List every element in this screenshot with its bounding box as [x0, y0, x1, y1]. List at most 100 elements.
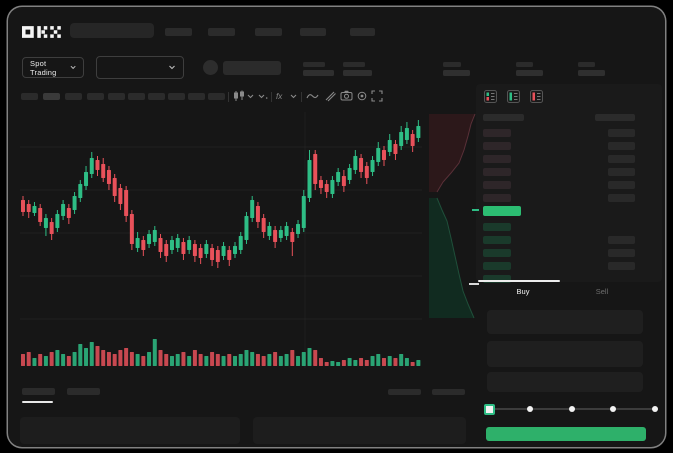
- ask-price-skeleton: [483, 168, 511, 176]
- expand-icon: [371, 90, 383, 102]
- bid-amount-skeleton: [608, 236, 635, 244]
- book-asks-icon: [530, 90, 543, 103]
- wave-line-icon: [306, 94, 319, 99]
- nav-item[interactable]: [350, 28, 375, 36]
- slider-handle[interactable]: [484, 404, 495, 415]
- toolbar-divider: [271, 92, 272, 102]
- interval-button[interactable]: [168, 93, 185, 100]
- table-action[interactable]: [432, 389, 465, 395]
- pair-dropdown[interactable]: [96, 56, 184, 79]
- chevron-down-icon: [169, 65, 175, 70]
- chevron-down-icon: [290, 94, 297, 99]
- logo[interactable]: [22, 25, 62, 43]
- nav-item[interactable]: [255, 28, 282, 36]
- order-book-bid-row[interactable]: [478, 222, 660, 233]
- total-input[interactable]: [487, 372, 643, 392]
- fullscreen-button[interactable]: [371, 90, 383, 102]
- table-action[interactable]: [388, 389, 421, 395]
- ask-amount-skeleton: [608, 155, 635, 163]
- okx-logo-icon: [22, 26, 61, 38]
- orders-table-skeleton: [253, 417, 466, 444]
- chart-type-button[interactable]: [233, 90, 246, 102]
- ask-price-skeleton: [483, 194, 511, 202]
- search-input[interactable]: [70, 23, 154, 38]
- order-book-ask-row[interactable]: [478, 141, 660, 152]
- interval-button[interactable]: [21, 93, 38, 100]
- interval-button[interactable]: [208, 93, 225, 100]
- book-bids-icon: [507, 90, 520, 103]
- order-book-ask-row[interactable]: [478, 193, 660, 204]
- chart-type-chevron[interactable]: [247, 94, 254, 99]
- interval-button[interactable]: [148, 93, 165, 100]
- book-view-asks-button[interactable]: [530, 90, 543, 103]
- ask-price-skeleton: [483, 142, 511, 150]
- order-book-bid-row[interactable]: [478, 235, 660, 246]
- slider-stop[interactable]: [568, 406, 575, 412]
- nav-item[interactable]: [208, 28, 235, 36]
- camera-icon: [340, 90, 353, 101]
- last-price-bar[interactable]: [483, 206, 521, 216]
- bid-price-skeleton: [483, 249, 511, 257]
- interval-button[interactable]: [65, 93, 82, 100]
- bid-amount-skeleton: [608, 249, 635, 257]
- orders-tab[interactable]: [67, 388, 100, 395]
- tab-buy[interactable]: Buy: [516, 287, 530, 296]
- ask-amount-skeleton: [608, 168, 635, 176]
- book-view-bids-button[interactable]: [507, 90, 520, 103]
- interval-button-active[interactable]: [43, 93, 60, 100]
- orders-tab-active[interactable]: [22, 388, 55, 395]
- slider-stop[interactable]: [526, 406, 533, 412]
- chevron-down-icon: [258, 94, 268, 99]
- nav-item[interactable]: [165, 28, 192, 36]
- ask-price-skeleton: [483, 129, 511, 137]
- pair-title-skeleton: [223, 61, 281, 75]
- toolbar-divider: [301, 92, 302, 102]
- order-book-ask-row[interactable]: [478, 180, 660, 191]
- screenshot-button[interactable]: [340, 90, 353, 101]
- interval-button[interactable]: [128, 93, 145, 100]
- interval-button[interactable]: [188, 93, 205, 100]
- depth-chart[interactable]: [425, 110, 478, 332]
- orders-table-skeleton: [20, 417, 240, 444]
- depth-last-price-tick: [472, 209, 479, 211]
- order-book-ask-row[interactable]: [478, 128, 660, 139]
- candlestick-icon: [234, 90, 244, 101]
- bid-price-skeleton: [483, 223, 511, 231]
- trade-mode-dropdown[interactable]: Spot Trading: [22, 57, 84, 78]
- coin-avatar: [203, 60, 218, 75]
- order-book-ask-row[interactable]: [478, 154, 660, 165]
- amount-input[interactable]: [487, 341, 643, 367]
- nav-item[interactable]: [300, 28, 326, 36]
- interval-button[interactable]: [108, 93, 125, 100]
- order-book-bid-row[interactable]: [478, 248, 660, 259]
- price-chart[interactable]: [20, 110, 422, 332]
- overlay-dropdown[interactable]: [258, 94, 268, 99]
- volume-chart[interactable]: [20, 338, 422, 368]
- depth-marker-tick: [469, 283, 479, 285]
- book-view-combined-button[interactable]: [484, 90, 497, 103]
- indicators-button[interactable]: fx: [275, 90, 288, 102]
- price-input[interactable]: [487, 310, 643, 334]
- bid-amount-skeleton: [608, 262, 635, 270]
- chart-settings-button[interactable]: [356, 90, 368, 102]
- buy-button[interactable]: [486, 427, 646, 441]
- active-tab-underline: [22, 401, 53, 403]
- book-combined-icon: [484, 90, 497, 103]
- slider-stop[interactable]: [610, 406, 617, 412]
- trade-mode-label: Spot Trading: [30, 58, 57, 77]
- chevron-down-icon: [247, 94, 254, 99]
- interval-button[interactable]: [87, 93, 104, 100]
- order-book-bid-row[interactable]: [478, 274, 660, 285]
- ask-amount-skeleton: [608, 142, 635, 150]
- slider-stop[interactable]: [652, 406, 658, 412]
- order-book-ask-row[interactable]: [478, 167, 660, 178]
- line-chart-button[interactable]: [306, 91, 319, 101]
- indicators-chevron[interactable]: [290, 94, 297, 99]
- order-book-bid-row[interactable]: [478, 261, 660, 272]
- ask-price-skeleton: [483, 155, 511, 163]
- chevron-down-icon: [70, 65, 76, 70]
- app-window: Spot Trading: [8, 7, 665, 447]
- drawing-tools-button[interactable]: [324, 90, 336, 102]
- tab-sell[interactable]: Sell: [595, 287, 609, 296]
- amount-slider[interactable]: [484, 403, 658, 415]
